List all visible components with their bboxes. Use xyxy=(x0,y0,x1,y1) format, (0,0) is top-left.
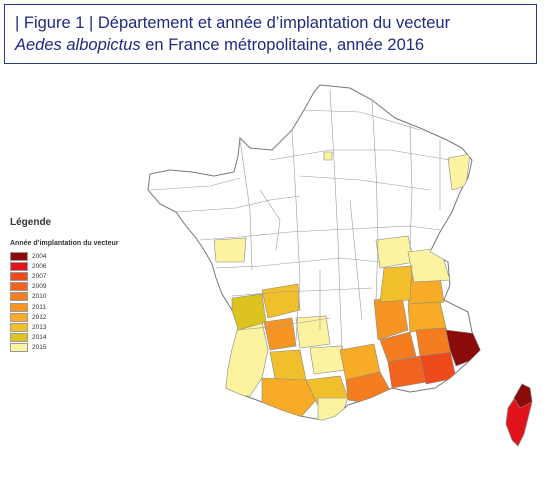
legend: Légende Année d’implantation du vecteur … xyxy=(10,217,200,353)
species-name: Aedes albopictus xyxy=(15,36,141,54)
legend-swatch xyxy=(10,251,28,261)
legend-title: Légende xyxy=(10,217,52,228)
map-svg xyxy=(147,84,533,447)
dept-2012-rhone-south xyxy=(407,301,447,333)
dept-2013-rhone-north xyxy=(379,265,413,303)
dept-2015-paris xyxy=(323,151,333,161)
legend-swatch xyxy=(10,261,28,271)
legend-label: 2004 xyxy=(32,252,47,260)
legend-swatch xyxy=(10,322,28,332)
legend-swatch xyxy=(10,302,28,312)
france-map xyxy=(0,66,550,487)
dept-2015-vendee xyxy=(213,237,247,263)
legend-swatch xyxy=(10,333,28,343)
legend-swatch xyxy=(10,312,28,322)
dept-2010-vaucluse xyxy=(379,331,417,363)
legend-label: 2009 xyxy=(32,283,47,291)
legend-label: 2011 xyxy=(32,303,46,311)
legend-label: 2010 xyxy=(32,293,47,301)
legend-swatch xyxy=(10,271,28,281)
legend-item: 2004 xyxy=(10,251,200,261)
legend-item: 2015 xyxy=(10,343,200,353)
legend-item: 2014 xyxy=(10,333,200,343)
figure-title-line1: | Figure 1 | Département et année d’impl… xyxy=(15,14,451,32)
legend-item: 2009 xyxy=(10,282,200,292)
legend-item: 2013 xyxy=(10,322,200,332)
legend-item: 2010 xyxy=(10,292,200,302)
figure-title-line2: Aedes albopictus en France métropolitain… xyxy=(15,34,526,56)
legend-label: 2006 xyxy=(32,262,47,270)
legend-item: 2007 xyxy=(10,271,200,281)
legend-swatch xyxy=(10,343,28,353)
legend-swatch xyxy=(10,282,28,292)
legend-items: 2004 2006 2007 2009 2010 2011 2012 2013 2014 2015 xyxy=(10,251,200,353)
legend-label: 2012 xyxy=(32,313,47,321)
legend-label: 2013 xyxy=(32,323,47,331)
legend-swatch xyxy=(10,292,28,302)
legend-label: 2015 xyxy=(32,344,47,352)
figure-title-box: | Figure 1 | Département et année d’impl… xyxy=(4,4,537,64)
dept-2004-haute-corse xyxy=(513,383,533,409)
legend-item: 2012 xyxy=(10,312,200,322)
legend-item: 2006 xyxy=(10,261,200,271)
legend-subtitle: Année d’implantation du vecteur xyxy=(10,240,119,247)
dept-2015-alps xyxy=(407,247,451,283)
legend-label: 2014 xyxy=(32,334,47,342)
legend-item: 2011 xyxy=(10,302,200,312)
dept-2011-southwest xyxy=(263,317,297,351)
legend-label: 2007 xyxy=(32,272,47,280)
dept-2015-central-south xyxy=(295,315,331,349)
dept-2015-alsace xyxy=(447,153,471,191)
dept-2009-bouches-du-rhone xyxy=(387,355,427,389)
figure-title-line2-rest: en France métropolitaine, année 2016 xyxy=(140,36,425,54)
